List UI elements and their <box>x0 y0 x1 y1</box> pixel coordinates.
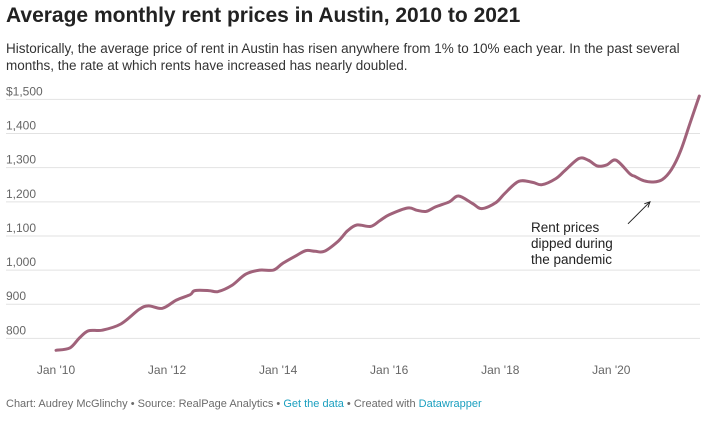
footer: Chart: Audrey McGlinchy • Source: RealPa… <box>6 398 482 410</box>
series-line <box>54 94 701 352</box>
annotation-text: the pandemic <box>531 252 612 267</box>
x-tick-label: Jan '14 <box>259 363 298 377</box>
annotation-arrow-head <box>644 201 651 208</box>
footer-credit: Chart: Audrey McGlinchy • Source: RealPa… <box>6 398 284 410</box>
y-tick-label: 1,100 <box>6 221 36 235</box>
y-tick-label: 1,300 <box>6 153 36 167</box>
chart-subtitle: Historically, the average price of rent … <box>6 41 680 73</box>
y-tick-label: 1,000 <box>6 255 36 269</box>
y-tick-label: 1,400 <box>6 119 36 133</box>
series-group <box>54 94 701 352</box>
y-tick-label: $1,500 <box>6 84 43 98</box>
x-tick-label: Jan '18 <box>481 363 520 377</box>
x-tick-label: Jan '12 <box>148 363 187 377</box>
gridlines <box>6 98 700 339</box>
footer-created-with: • Created with <box>343 398 419 410</box>
x-axis-ticks: Jan '10 Jan '12 Jan '14 Jan '16 Jan '18 Jan '… <box>37 363 631 377</box>
y-tick-label: 900 <box>6 289 26 303</box>
y-axis-ticks: 800 900 1,000 1,100 1,200 1,300 1,400 $1,500 <box>6 84 43 337</box>
chart-title: Average monthly rent prices in Austin, 2… <box>6 4 521 27</box>
datawrapper-link[interactable]: Datawrapper <box>418 398 482 410</box>
annotation-text: Rent prices <box>531 220 600 235</box>
annotation-arrow-line <box>627 201 651 225</box>
x-tick-label: Jan '20 <box>592 363 631 377</box>
get-the-data-link[interactable]: Get the data <box>283 398 344 410</box>
x-tick-label: Jan '16 <box>370 363 409 377</box>
annotation-text: dipped during <box>531 236 613 251</box>
x-tick-label: Jan '10 <box>37 363 76 377</box>
y-tick-label: 1,200 <box>6 187 36 201</box>
y-tick-label: 800 <box>6 323 26 337</box>
